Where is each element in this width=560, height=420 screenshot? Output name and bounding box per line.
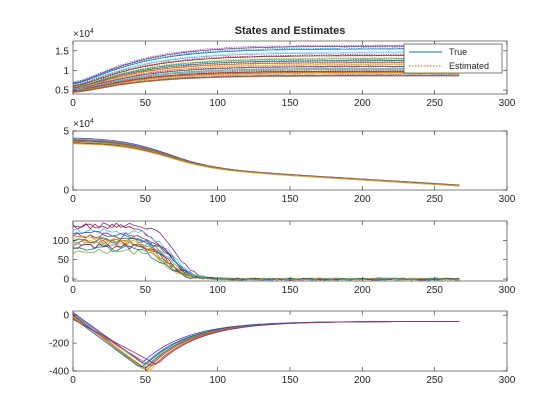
x-tick-label: 150 <box>282 98 299 109</box>
subplot-3: 0 50 100 150 200 250 300 0 50 100 <box>52 220 516 296</box>
x-tick-label: 0 <box>70 194 76 205</box>
x-tick-label: 0 <box>70 98 76 109</box>
x-tick-label: 0 <box>70 285 76 296</box>
subplot-3-lines <box>72 222 460 281</box>
x-tick-label: 200 <box>354 194 371 205</box>
x-tick-label: 300 <box>499 98 516 109</box>
y-tick-label: 0 <box>63 311 69 322</box>
estimate-line <box>72 67 460 90</box>
x-tick-label: 200 <box>354 375 371 386</box>
series-line <box>72 62 460 89</box>
x-tick-label: 100 <box>209 375 226 386</box>
legend-box <box>403 43 503 74</box>
x-tick-label: 100 <box>209 194 226 205</box>
estimate-line <box>72 44 460 83</box>
series-line <box>72 48 460 85</box>
subplot-1-y-exponent-label: ×104 <box>73 28 94 40</box>
subplot-1-lines <box>72 44 460 93</box>
subplot-2-y-exponent-label: ×104 <box>73 118 94 130</box>
series-line <box>72 69 460 91</box>
x-tick-label: 300 <box>499 194 516 205</box>
x-tick-label: 250 <box>426 285 443 296</box>
series-line <box>72 58 460 88</box>
y-tick-label: 0.5 <box>55 86 69 97</box>
subplot-1: 0 50 100 150 200 250 300 0.5 1 1.5 ×104 True Esti… <box>55 28 516 109</box>
x-tick-label: 100 <box>209 98 226 109</box>
x-tick-label: 50 <box>140 375 152 386</box>
x-tick-label: 150 <box>282 285 299 296</box>
x-tick-label: 50 <box>140 98 152 109</box>
estimate-line <box>72 74 460 93</box>
subplot-3-axes-box <box>72 220 508 282</box>
subplot-1-ticks: 0 50 100 150 200 250 300 0.5 1 1.5 <box>55 41 516 109</box>
legend-estimated-label: Estimated <box>449 61 489 71</box>
estimate-line <box>72 72 460 92</box>
estimate-line <box>72 65 460 90</box>
x-tick-label: 250 <box>426 375 443 386</box>
estimate-line <box>72 68 460 90</box>
series-line <box>72 143 460 187</box>
estimate-line <box>72 71 460 92</box>
x-tick-label: 200 <box>354 285 371 296</box>
subplot-4: 0 50 100 150 200 250 300 -400 -200 0 <box>49 311 516 386</box>
series-line <box>72 241 460 281</box>
y-tick-label: 1.5 <box>55 46 69 57</box>
x-tick-label: 300 <box>499 375 516 386</box>
y-tick-label: 0 <box>63 275 69 286</box>
y-tick-label: -200 <box>49 339 69 350</box>
y-tick-label: 1 <box>63 66 69 77</box>
estimate-line <box>72 73 460 92</box>
subplot-2: 0 50 100 150 200 250 300 0 5 ×104 <box>63 118 515 205</box>
y-tick-label: 5 <box>63 127 69 138</box>
subplot-2-ticks: 0 50 100 150 200 250 300 0 5 <box>63 127 515 206</box>
legend: True Estimated <box>403 43 503 74</box>
y-tick-label: 50 <box>58 255 70 266</box>
series-line <box>72 45 460 84</box>
series-line <box>72 55 460 87</box>
series-line <box>72 52 460 86</box>
estimate-line <box>72 51 460 86</box>
x-tick-label: 200 <box>354 98 371 109</box>
estimate-line <box>72 53 460 86</box>
subplot-2-lines <box>72 137 460 187</box>
x-tick-label: 0 <box>70 375 76 386</box>
x-tick-label: 100 <box>209 285 226 296</box>
x-tick-label: 50 <box>140 285 152 296</box>
subplot-4-axes-box <box>72 310 508 372</box>
series-line <box>72 60 460 89</box>
estimate-line <box>72 63 460 89</box>
y-tick-label: 100 <box>52 236 69 247</box>
x-tick-label: 300 <box>499 285 516 296</box>
x-tick-label: 250 <box>426 98 443 109</box>
x-tick-label: 150 <box>282 375 299 386</box>
y-tick-label: 0 <box>63 186 69 197</box>
subplot-2-axes-box <box>72 130 508 191</box>
x-tick-label: 50 <box>140 194 152 205</box>
estimate-line <box>72 69 460 91</box>
x-tick-label: 250 <box>426 194 443 205</box>
series-line <box>72 248 460 281</box>
figure-title: States and Estimates <box>235 25 346 37</box>
legend-true-label: True <box>449 47 467 57</box>
subplot-4-ticks: 0 50 100 150 200 250 300 -400 -200 0 <box>49 311 516 386</box>
series-line <box>72 319 460 365</box>
subplot-3-ticks: 0 50 100 150 200 250 300 0 50 100 <box>52 221 516 296</box>
x-tick-label: 150 <box>282 194 299 205</box>
series-line <box>72 64 460 90</box>
series-line <box>72 75 460 93</box>
estimate-line <box>72 61 460 88</box>
estimate-line <box>72 47 460 84</box>
subplot-4-lines <box>72 312 460 371</box>
y-tick-label: -400 <box>49 367 69 378</box>
